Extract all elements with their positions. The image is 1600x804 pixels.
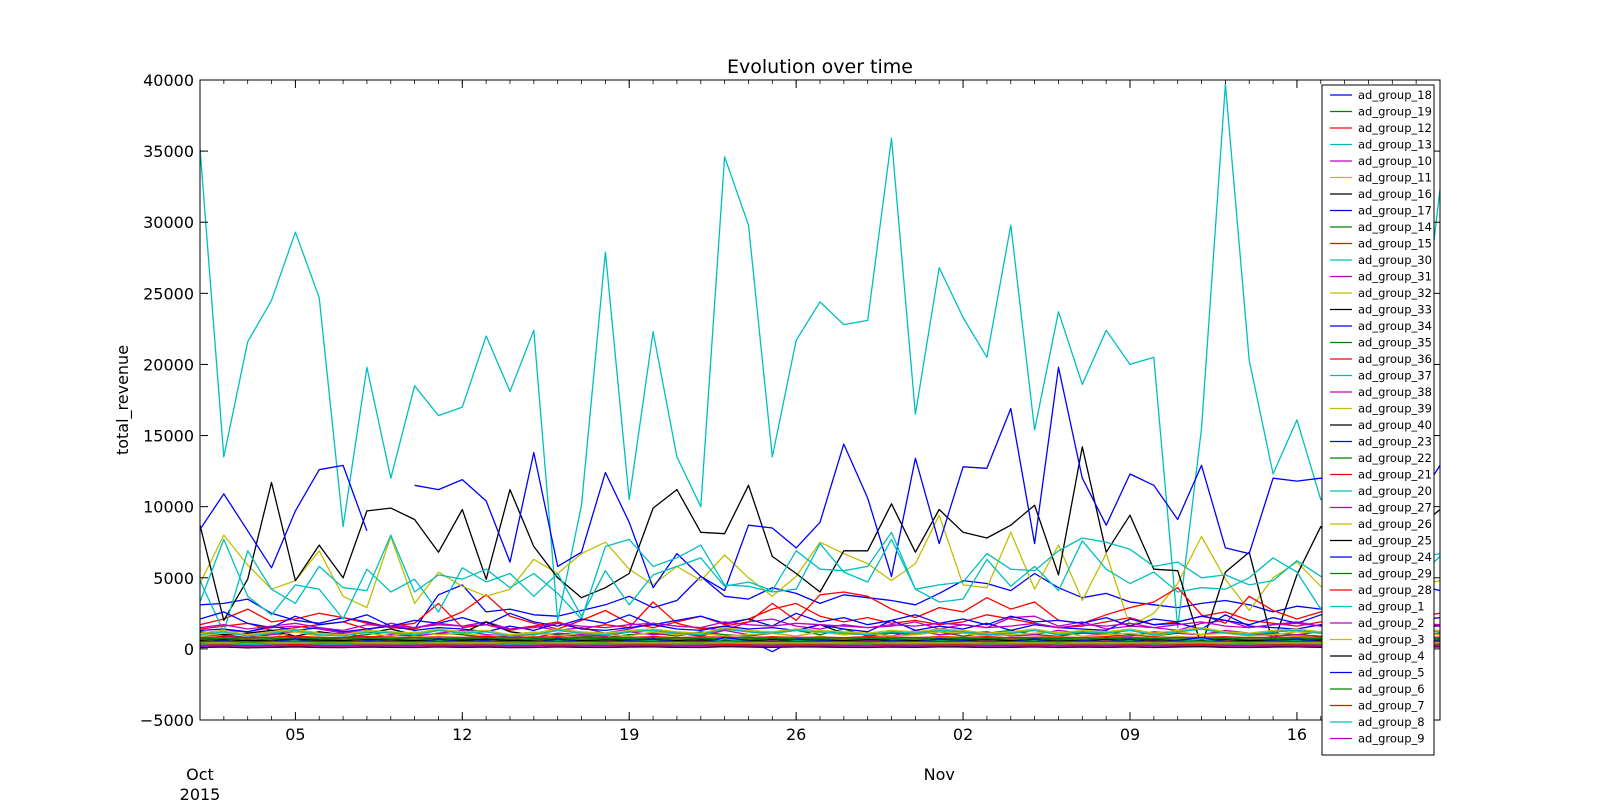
x-tick-label: 02 <box>953 725 973 744</box>
legend-box <box>1321 84 1435 756</box>
series-line-ad_group_10 <box>200 615 1440 634</box>
y-tick-label: 5000 <box>153 569 194 588</box>
series-line-ad_group_23 <box>200 611 1440 629</box>
x-tick-label: 19 <box>619 725 639 744</box>
y-tick-label: −5000 <box>140 711 194 730</box>
legend-label: ad_group_25 <box>1358 534 1432 548</box>
y-tick-label: 0 <box>184 640 194 659</box>
y-tick-label: 20000 <box>143 355 194 374</box>
legend-label: ad_group_36 <box>1358 352 1432 366</box>
x-tick-label: 09 <box>1120 725 1140 744</box>
series-line-ad_group_6 <box>200 640 1440 643</box>
series-line-ad_group_22 <box>200 636 1440 640</box>
x-tick-label: 05 <box>285 725 305 744</box>
series-line-ad_group_37 <box>200 534 1440 633</box>
axes-layer: −5000 0 5000 10000 15000 20000 25000 30000 35000… <box>140 71 1441 804</box>
series-line-ad_group_4 <box>200 645 1440 649</box>
legend-label: ad_group_15 <box>1358 237 1432 251</box>
chart-title: Evolution over time <box>727 56 913 78</box>
legend-label: ad_group_18 <box>1358 88 1432 102</box>
legend-label: ad_group_14 <box>1358 220 1432 234</box>
series-line-ad_group_30 <box>200 531 1440 620</box>
series-line-ad_group_27 <box>200 621 1440 632</box>
x-major-label: Oct <box>186 765 214 784</box>
legend-label: ad_group_8 <box>1358 715 1425 729</box>
series-line-ad_group_7 <box>200 643 1440 647</box>
legend-label: ad_group_38 <box>1358 385 1432 399</box>
series-line-ad_group_13 <box>200 83 1440 629</box>
legend-label: ad_group_32 <box>1358 286 1432 300</box>
y-tick-label: 25000 <box>143 284 194 303</box>
legend-label: ad_group_9 <box>1358 732 1425 746</box>
y-tick-label: 15000 <box>143 427 194 446</box>
legend-label: ad_group_21 <box>1358 468 1432 482</box>
x-major-sublabel: 2015 <box>180 785 221 800</box>
legend-label: ad_group_5 <box>1358 666 1425 680</box>
y-tick-label: 30000 <box>143 213 194 232</box>
legend-label: ad_group_34 <box>1358 319 1432 333</box>
legend-label: ad_group_35 <box>1358 336 1432 350</box>
series-layer <box>200 83 1440 653</box>
y-axis-label: total_revenue <box>113 345 133 455</box>
series-line-ad_group_17 <box>200 366 1440 592</box>
legend-label: ad_group_22 <box>1358 451 1432 465</box>
legend-label: ad_group_10 <box>1358 154 1432 168</box>
legend-label: ad_group_16 <box>1358 187 1432 201</box>
series-line-ad_group_11 <box>200 514 1440 627</box>
legend-label: ad_group_31 <box>1358 270 1432 284</box>
x-major-label: Nov <box>924 765 955 784</box>
legend-label: ad_group_24 <box>1358 550 1432 564</box>
y-tick-label: 40000 <box>143 71 194 90</box>
legend-label: ad_group_12 <box>1358 121 1432 135</box>
legend-label: ad_group_7 <box>1358 699 1425 713</box>
series-line-ad_group_26 <box>200 626 1440 636</box>
legend-label: ad_group_29 <box>1358 567 1432 581</box>
legend-label: ad_group_39 <box>1358 402 1432 416</box>
y-tick-label: 10000 <box>143 498 194 517</box>
legend-label: ad_group_1 <box>1358 600 1425 614</box>
legend-label: ad_group_27 <box>1358 501 1432 515</box>
legend-label: ad_group_6 <box>1358 682 1425 696</box>
legend-label: ad_group_37 <box>1358 369 1432 383</box>
series-line-ad_group_20 <box>200 628 1440 637</box>
legend-label: ad_group_33 <box>1358 303 1432 317</box>
legend-label: ad_group_30 <box>1358 253 1432 267</box>
series-line-ad_group_3 <box>200 640 1440 644</box>
x-tick-label: 12 <box>452 725 472 744</box>
series-line-ad_group_15 <box>200 587 1440 632</box>
legend: ad_group_18 ad_group_19 ad_group_12 ad_grou… <box>1321 84 1435 756</box>
legend-label: ad_group_26 <box>1358 517 1432 531</box>
legend-label: ad_group_20 <box>1358 484 1432 498</box>
legend-label: ad_group_2 <box>1358 616 1425 630</box>
series-line-ad_group_16 <box>200 446 1440 647</box>
legend-label: ad_group_23 <box>1358 435 1432 449</box>
series-line-ad_group_9 <box>200 644 1440 648</box>
x-tick-label: 16 <box>1287 725 1307 744</box>
legend-label: ad_group_11 <box>1358 171 1432 185</box>
y-tick-label: 35000 <box>143 142 194 161</box>
legend-label: ad_group_3 <box>1358 633 1425 647</box>
legend-label: ad_group_40 <box>1358 418 1432 432</box>
legend-label: ad_group_13 <box>1358 138 1432 152</box>
series-line-ad_group_8 <box>200 642 1440 645</box>
series-line-ad_group_21 <box>200 635 1440 639</box>
legend-label: ad_group_17 <box>1358 204 1432 218</box>
legend-label: ad_group_4 <box>1358 649 1425 663</box>
x-tick-label: 26 <box>786 725 806 744</box>
legend-label: ad_group_28 <box>1358 583 1432 597</box>
legend-label: ad_group_19 <box>1358 105 1432 119</box>
